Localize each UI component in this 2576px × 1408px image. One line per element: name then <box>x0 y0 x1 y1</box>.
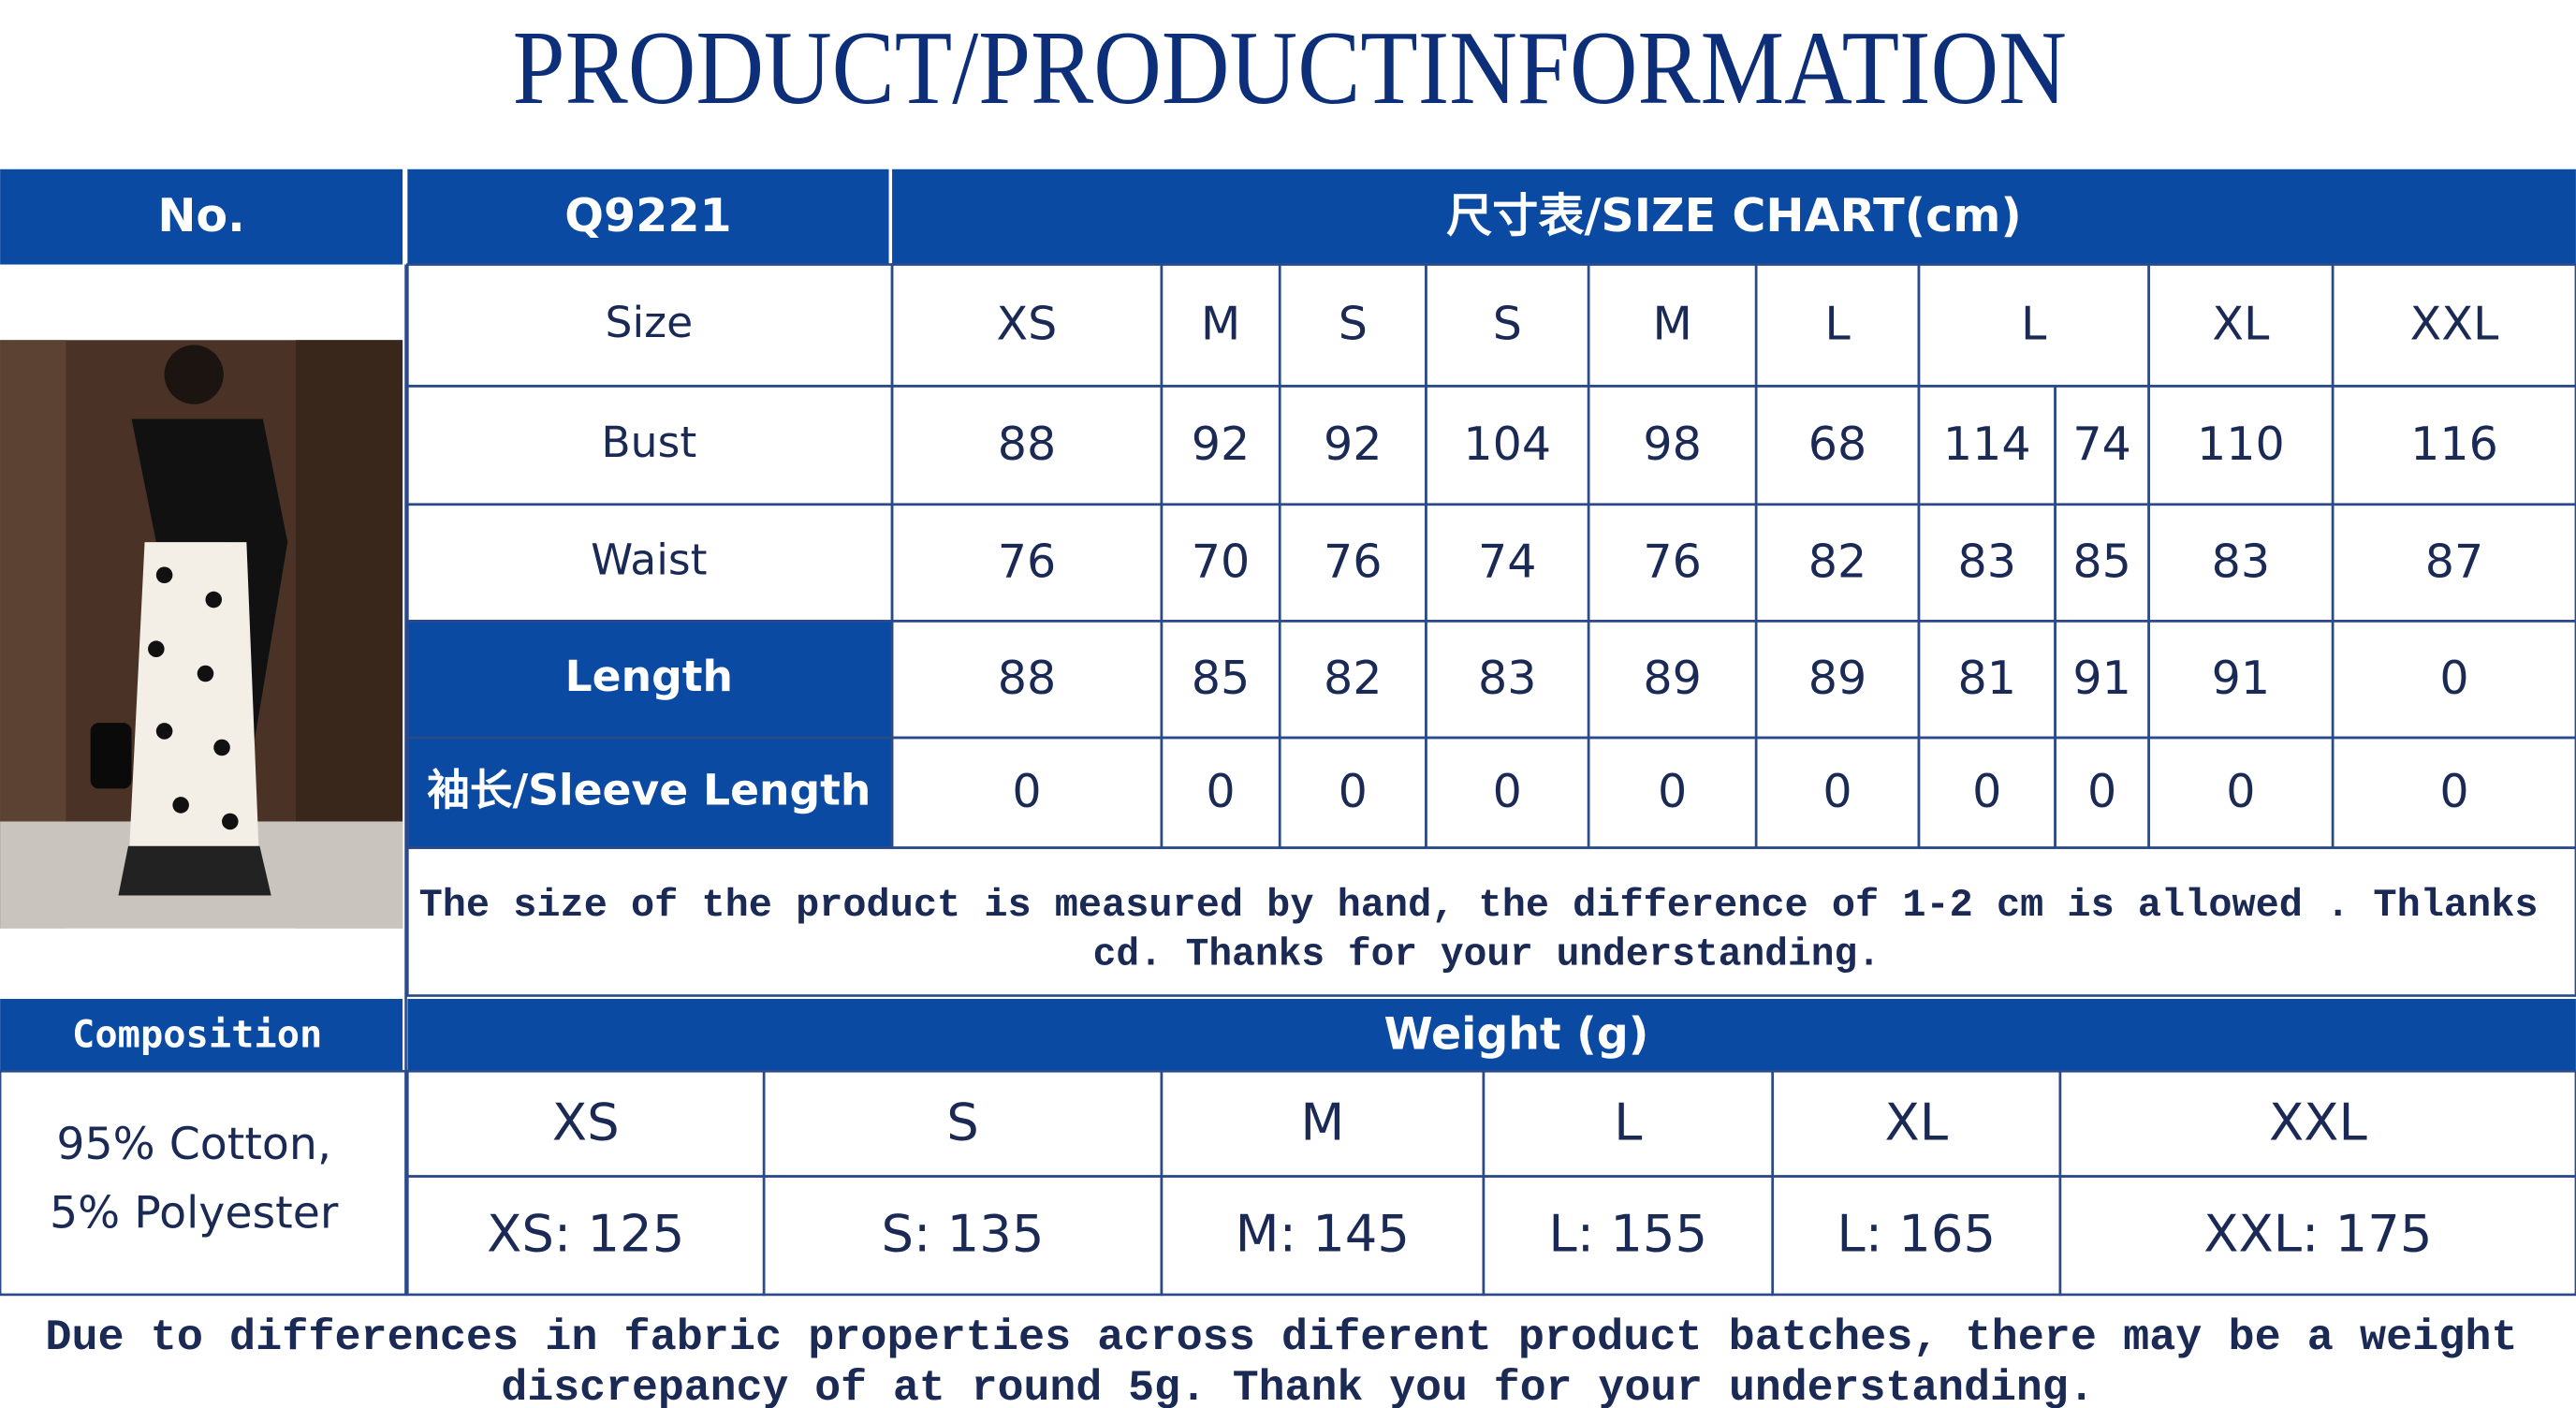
cell-text: M <box>1652 297 1691 351</box>
cell-text: XS <box>997 297 1058 351</box>
cell-text: S <box>1339 297 1368 351</box>
header-cell <box>0 169 403 265</box>
cell-text: 104 <box>1463 417 1551 471</box>
cell-text: 70 <box>1192 534 1251 588</box>
cell-text: Due to differences in fabric properties … <box>45 1313 2517 1362</box>
cell-text: 85 <box>1192 651 1251 705</box>
cell-text: S <box>946 1093 979 1151</box>
cell-text: 91 <box>2072 651 2131 705</box>
cell-text: Weight (g) <box>1383 1008 1648 1060</box>
cell-text: Waist <box>591 535 707 585</box>
header-cell <box>892 169 2576 265</box>
cell-text: L: 155 <box>1548 1205 1707 1264</box>
header-cell <box>407 169 889 265</box>
cell-text: 76 <box>998 534 1057 588</box>
cell-text: 83 <box>1957 534 2016 588</box>
cell-text: Q9221 <box>564 188 732 242</box>
cell-text: 0 <box>1012 764 1041 818</box>
cell-text: 83 <box>1478 651 1537 705</box>
cell-text: 0 <box>1972 764 2001 818</box>
cell-text: 68 <box>1808 417 1867 471</box>
cell-text: 116 <box>2410 417 2498 471</box>
cell-text: XS: 125 <box>487 1205 684 1264</box>
cell-text: M <box>1201 297 1240 351</box>
header-cell <box>0 999 403 1072</box>
cell-text: XXL <box>2269 1093 2368 1151</box>
cell-text: 82 <box>1808 534 1867 588</box>
cell-text: No. <box>157 188 245 242</box>
cell-text: 袖长/Sleeve Length <box>427 765 871 814</box>
cell-text: Bust <box>601 418 696 467</box>
cell-text: 89 <box>1643 651 1702 705</box>
cell-text: 0 <box>2439 651 2468 705</box>
cell-text: 82 <box>1324 651 1383 705</box>
cell-text: 尺寸表/SIZE CHART(cm) <box>1446 188 2022 242</box>
cell-text: 0 <box>1206 764 1235 818</box>
cell-text: 87 <box>2425 534 2484 588</box>
header-cell <box>407 999 2576 1072</box>
cell-text: XXL <box>2410 297 2499 351</box>
cell-text: cd. Thanks for your understanding. <box>1093 934 1881 977</box>
cell-text: 0 <box>2439 764 2468 818</box>
cell-text: 0 <box>2087 764 2116 818</box>
cell-text: 95% Cotton, <box>56 1119 331 1170</box>
cell-text: 0 <box>1822 764 1852 818</box>
cell-text: 89 <box>1808 651 1867 705</box>
cell-text: 83 <box>2212 534 2271 588</box>
cell-text: 0 <box>1658 764 1687 818</box>
cell-text: S <box>1493 297 1522 351</box>
cell-text: XL <box>1884 1093 1948 1151</box>
cell-text: XS <box>552 1093 620 1151</box>
cell-text: M: 145 <box>1236 1205 1410 1264</box>
cell-text: 0 <box>1339 764 1368 818</box>
cell-text: 5% Polyester <box>50 1188 339 1239</box>
cell-text: 110 <box>2197 417 2285 471</box>
cell-text: 88 <box>998 651 1057 705</box>
cell <box>0 1069 407 1297</box>
title: PRODUCT/PRODUCTINFORMATION <box>513 10 2067 126</box>
cell-text: L <box>2021 297 2047 351</box>
cell-text: 76 <box>1643 534 1702 588</box>
cell-text: 74 <box>1478 534 1537 588</box>
cell-text: Composition <box>72 1012 322 1056</box>
cell-text: 98 <box>1643 417 1702 471</box>
cell-text: M <box>1300 1093 1344 1151</box>
cell-text: L: 165 <box>1837 1205 1996 1264</box>
cell <box>406 736 894 849</box>
cell-text: 76 <box>1324 534 1383 588</box>
cell-text: 92 <box>1324 417 1383 471</box>
cell-text: Size <box>606 298 694 347</box>
cell-text: 81 <box>1957 651 2016 705</box>
cell <box>406 620 894 740</box>
cell-text: 92 <box>1192 417 1251 471</box>
cell-text: 114 <box>1943 417 2031 471</box>
cell-text: Length <box>565 652 733 701</box>
cell-text: 85 <box>2072 534 2131 588</box>
cell-text: The size of the product is measured by h… <box>419 885 2539 928</box>
cell-text: L <box>1614 1093 1643 1151</box>
cell-text: 88 <box>998 417 1057 471</box>
cell-text: 74 <box>2072 417 2131 471</box>
cell-text: discrepancy of at round 5g. Thank you fo… <box>501 1363 2094 1408</box>
cell-text: 91 <box>2212 651 2271 705</box>
cell-text: 0 <box>2226 764 2255 818</box>
cell-text: XXL: 175 <box>2203 1205 2432 1264</box>
product-photo <box>0 340 403 929</box>
cell-text: L <box>1824 297 1851 351</box>
cell-text: 0 <box>1493 764 1522 818</box>
cell-text: XL <box>2212 297 2270 351</box>
cell-text: S: 135 <box>882 1205 1045 1264</box>
